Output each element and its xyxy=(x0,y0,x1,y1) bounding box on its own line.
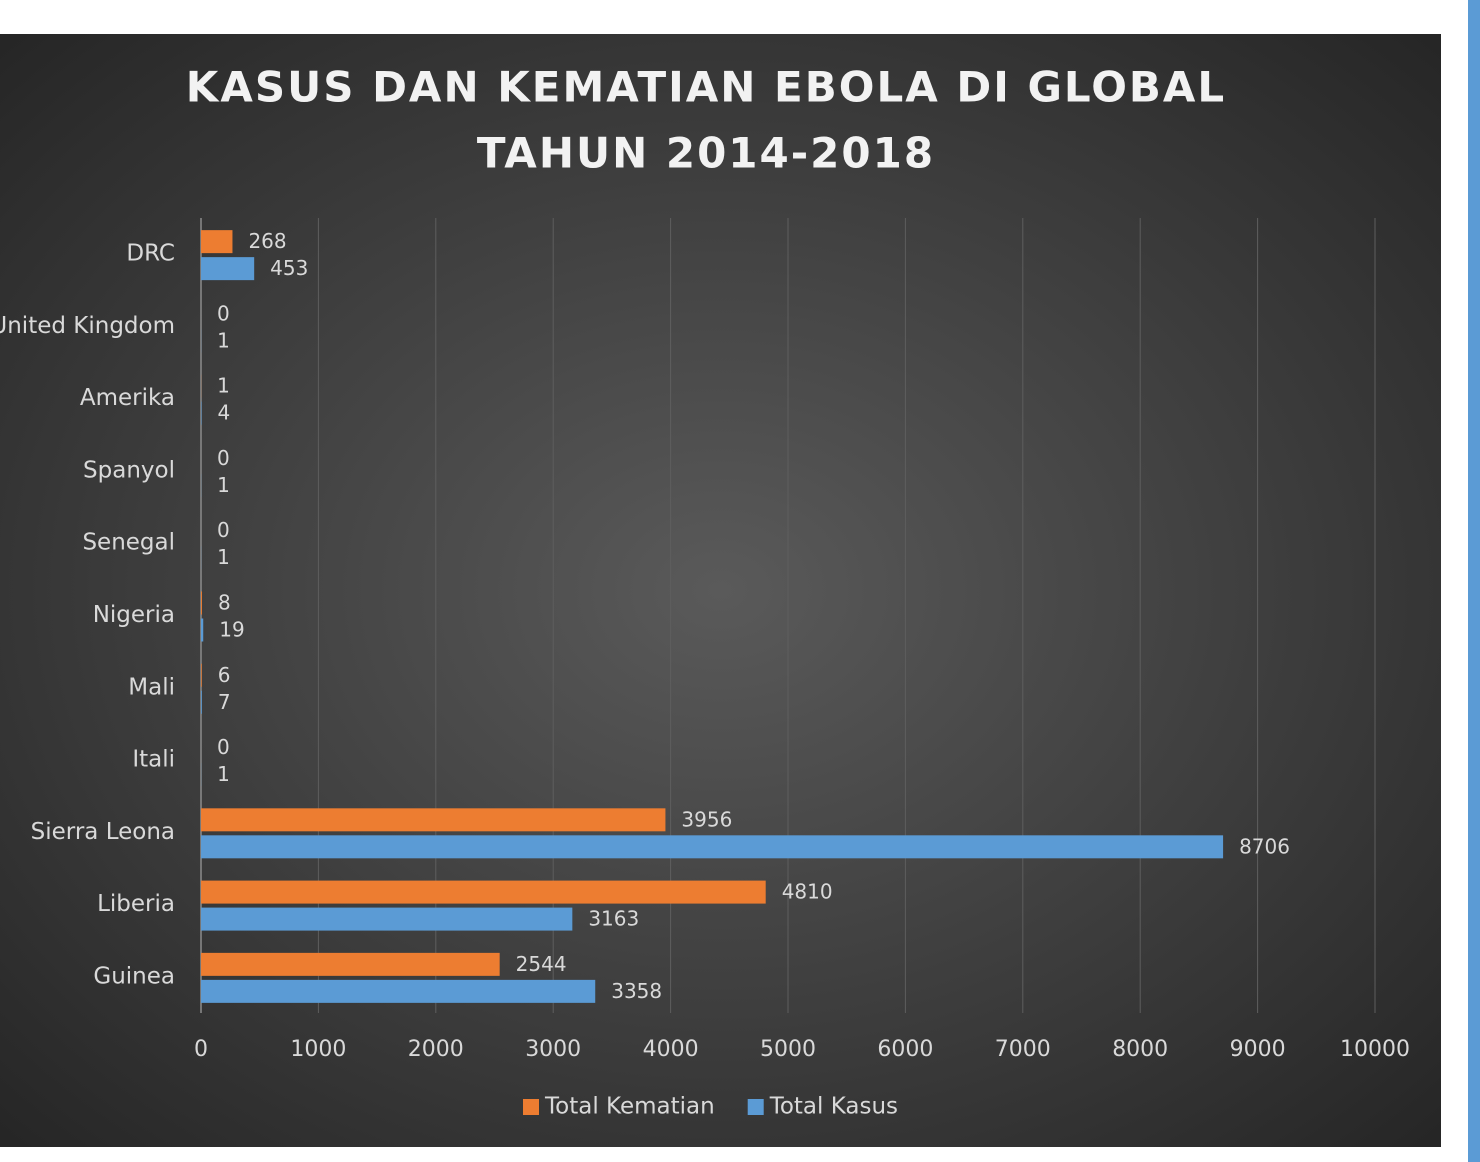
x-tick-label: 7000 xyxy=(995,1037,1051,1062)
data-label: 1 xyxy=(217,473,230,497)
y-tick-label: United Kingdom xyxy=(0,313,175,339)
chart-title: TAHUN 2014-2018 xyxy=(477,129,935,178)
x-tick-label: 5000 xyxy=(760,1037,816,1062)
x-tick-label: 1000 xyxy=(290,1037,346,1062)
legend-swatch xyxy=(747,1099,764,1115)
y-tick-label: Senegal xyxy=(82,530,175,556)
x-tick-label: 9000 xyxy=(1230,1037,1286,1062)
data-label: 4810 xyxy=(782,880,833,904)
data-label: 453 xyxy=(270,256,308,280)
bar xyxy=(201,907,573,931)
x-tick-label: 10000 xyxy=(1340,1037,1410,1062)
bar xyxy=(201,952,500,976)
x-tick-label: 8000 xyxy=(1112,1037,1168,1062)
data-label: 0 xyxy=(217,301,230,325)
data-label: 268 xyxy=(248,229,286,253)
data-label: 3956 xyxy=(681,807,732,831)
y-tick-label: Nigeria xyxy=(93,602,175,628)
data-label: 19 xyxy=(219,618,244,642)
data-label: 8 xyxy=(218,591,231,615)
bar xyxy=(201,618,204,642)
bar xyxy=(201,690,202,714)
x-tick-label: 6000 xyxy=(877,1037,933,1062)
y-tick-label: DRC xyxy=(126,241,175,267)
legend-swatch xyxy=(523,1099,539,1115)
data-label: 0 xyxy=(217,518,230,542)
data-label: 1 xyxy=(217,328,230,352)
data-label: 1 xyxy=(217,374,230,398)
x-tick-label: 0 xyxy=(194,1037,208,1062)
chart-title: KASUS DAN KEMATIAN EBOLA DI GLOBAL xyxy=(186,63,1226,112)
bar xyxy=(201,880,766,904)
data-label: 6 xyxy=(218,663,231,687)
data-label: 0 xyxy=(217,446,230,470)
bar xyxy=(201,979,596,1003)
bar xyxy=(201,808,666,832)
side-strip xyxy=(1468,0,1480,1162)
bar xyxy=(201,663,202,687)
bar xyxy=(201,835,1224,859)
data-label: 0 xyxy=(217,735,230,759)
bar xyxy=(201,230,233,254)
legend-label: Total Kematian xyxy=(544,1094,715,1120)
bar xyxy=(201,591,202,615)
y-tick-label: Spanyol xyxy=(83,457,175,483)
data-label: 3358 xyxy=(611,979,662,1003)
y-tick-label: Amerika xyxy=(80,385,175,411)
data-label: 7 xyxy=(218,690,231,714)
x-tick-label: 2000 xyxy=(408,1037,464,1062)
data-label: 3163 xyxy=(588,907,639,931)
data-label: 1 xyxy=(217,545,230,569)
y-tick-label: Guinea xyxy=(93,963,175,989)
y-tick-label: Sierra Leona xyxy=(31,819,175,845)
y-tick-label: Liberia xyxy=(97,891,175,917)
data-label: 8706 xyxy=(1239,834,1290,858)
data-label: 1 xyxy=(217,762,230,786)
x-tick-label: 4000 xyxy=(643,1037,699,1062)
data-label: 2544 xyxy=(516,952,567,976)
x-tick-label: 3000 xyxy=(525,1037,581,1062)
y-tick-label: Mali xyxy=(128,674,175,700)
bar xyxy=(201,257,255,281)
legend-label: Total Kasus xyxy=(769,1094,898,1120)
data-label: 4 xyxy=(217,401,230,425)
y-tick-label: Itali xyxy=(132,747,175,773)
